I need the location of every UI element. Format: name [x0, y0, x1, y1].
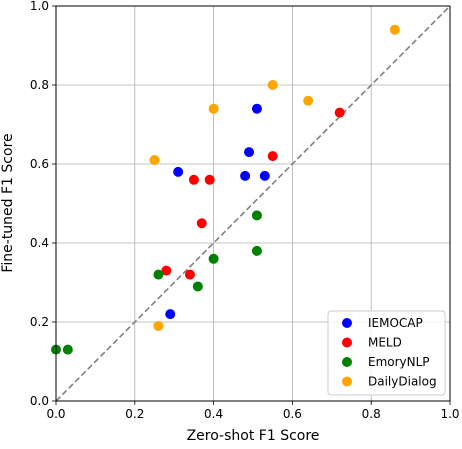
x-tick-label: 1.0	[440, 407, 459, 421]
legend-marker-emorynlp	[342, 357, 352, 367]
data-point-dailydialog	[389, 24, 400, 35]
y-tick-label: 0.8	[30, 78, 49, 92]
data-point-meld	[334, 107, 345, 118]
data-point-dailydialog	[267, 80, 278, 90]
legend-label-emorynlp: EmoryNLP	[368, 355, 430, 369]
points-layer	[51, 24, 400, 355]
data-point-emorynlp	[153, 269, 164, 280]
x-tick-label: 0.6	[283, 407, 302, 421]
y-tick-label: 0.2	[30, 315, 49, 329]
tick-layer: 0.0 0.2 0.4 0.6 0.8 1.0 0.0 0.2 0.4 0.6 0.8 1.0	[30, 0, 460, 421]
legend-label-meld: MELD	[368, 336, 402, 350]
legend-marker-iemocap	[342, 318, 352, 328]
data-point-emorynlp	[62, 344, 73, 355]
data-point-emorynlp	[251, 245, 262, 256]
legend-label-iemocap: IEMOCAP	[368, 316, 423, 330]
data-point-iemocap	[173, 166, 184, 177]
legend-marker-meld	[342, 337, 352, 348]
data-point-meld	[161, 265, 172, 276]
data-point-dailydialog	[153, 320, 164, 331]
data-point-iemocap	[259, 170, 270, 181]
plot-frame	[55, 5, 451, 402]
data-point-iemocap	[244, 147, 255, 158]
reference-diagonal-line	[55, 5, 451, 402]
data-point-dailydialog	[303, 95, 314, 106]
y-tick-label: 0.4	[30, 236, 49, 250]
x-tick-label: 0.0	[46, 407, 65, 421]
data-point-iemocap	[251, 103, 262, 114]
y-tick-label: 0.6	[30, 157, 49, 171]
x-tick-label: 0.4	[204, 407, 223, 421]
x-axis-label: Zero-shot F1 Score	[187, 428, 320, 444]
data-point-meld	[267, 151, 278, 162]
data-point-iemocap	[240, 170, 251, 181]
data-point-meld	[184, 269, 195, 280]
legend-marker-dailydialog	[342, 376, 352, 387]
legend-label-dailydialog: DailyDialog	[368, 375, 437, 389]
data-point-emorynlp	[208, 253, 219, 264]
y-tick-label: 0.0	[30, 394, 49, 408]
data-point-dailydialog	[149, 155, 160, 166]
data-point-emorynlp	[251, 210, 262, 221]
data-point-dailydialog	[208, 103, 219, 114]
data-point-iemocap	[165, 309, 176, 320]
x-tick-label: 0.2	[125, 407, 144, 421]
y-tick-label: 1.0	[30, 0, 49, 13]
legend: IEMOCAP MELD EmoryNLP DailyDialog	[327, 310, 446, 396]
axes-frame-layer	[55, 5, 451, 402]
data-point-meld	[196, 218, 207, 229]
data-point-meld	[188, 174, 199, 185]
data-point-meld	[204, 174, 215, 185]
y-axis-label: Fine-tuned F1 Score	[0, 133, 16, 272]
legend-box	[327, 310, 446, 396]
reference-line-layer	[55, 5, 451, 402]
data-point-emorynlp	[192, 281, 203, 292]
x-tick-label: 0.8	[362, 407, 381, 421]
